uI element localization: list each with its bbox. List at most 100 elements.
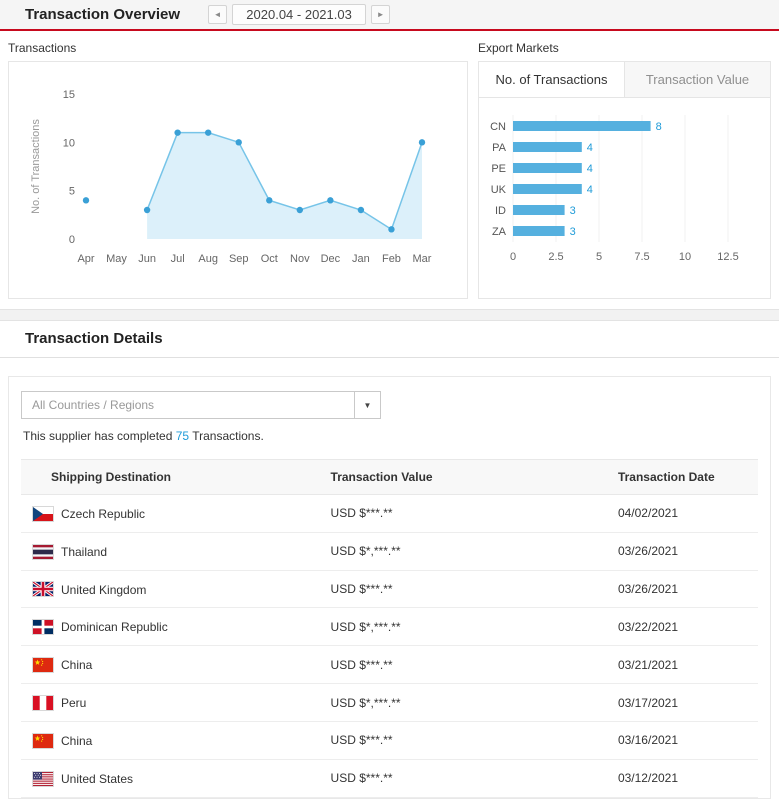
transaction-value: USD $***.**	[330, 570, 618, 609]
flag-gb-icon	[32, 581, 54, 598]
destination-country: China	[61, 733, 93, 748]
charts-section: Transactions 0 5 10 15 No. of Transactions Ap…	[0, 31, 779, 299]
transactions-panel: 0 5 10 15 No. of Transactions Apr May Jun Jul Aug…	[8, 61, 468, 299]
transactions-line-chart: 0 5 10 15 No. of Transactions Apr May Jun Jul Aug…	[30, 89, 432, 265]
destination-country: Dominican Republic	[61, 620, 168, 635]
svg-text:5: 5	[596, 251, 602, 263]
details-title: Transaction Details	[25, 330, 163, 347]
country-filter-value: All Countries / Regions	[32, 398, 155, 412]
flag-pe-icon	[33, 695, 53, 710]
svg-text:0: 0	[69, 234, 75, 246]
svg-text:4: 4	[587, 184, 593, 196]
table-row: China USD $***.** 03/21/2021	[21, 645, 758, 685]
svg-text:CN: CN	[490, 121, 506, 133]
svg-text:4: 4	[587, 142, 593, 154]
svg-text:ZA: ZA	[492, 226, 507, 238]
table-row: Dominican Republic USD $*,***.** 03/22/2…	[21, 607, 758, 647]
flag-cn-icon	[33, 658, 53, 673]
country-filter-dropdown[interactable]: All Countries / Regions ▼	[21, 391, 381, 419]
transactions-chart-label: Transactions	[8, 41, 77, 55]
export-markets-bar-chart: 0 2.5 5 7.5 10 12.5 CN 8 PA 4 PE 4 UK 4 ID 3 ZA 3	[490, 115, 739, 263]
export-markets-label: Export Markets	[478, 41, 559, 55]
transaction-value: USD $*,***.**	[330, 683, 618, 722]
transaction-date: 03/16/2021	[617, 721, 758, 760]
transaction-date: 03/17/2021	[617, 683, 758, 722]
svg-text:3: 3	[570, 205, 576, 217]
svg-text:15: 15	[63, 89, 75, 101]
svg-text:Jun: Jun	[138, 253, 156, 265]
transaction-date: 03/12/2021	[617, 759, 758, 798]
destination-country: United States	[61, 771, 134, 786]
flag-cz-icon	[33, 506, 53, 521]
details-header: Transaction Details	[0, 321, 779, 358]
svg-text:4: 4	[587, 163, 593, 175]
svg-text:UK: UK	[491, 184, 507, 196]
tab-no-of-transactions[interactable]: No. of Transactions	[479, 62, 624, 97]
column-transaction-value: Transaction Value	[330, 470, 433, 484]
transactions-summary: This supplier has completed 75 Transacti…	[23, 429, 756, 443]
svg-text:PA: PA	[492, 142, 507, 154]
destination-country: Czech Republic	[61, 506, 146, 521]
export-markets-panel: No. of Transactions Transaction Value 0 2…	[478, 61, 771, 299]
svg-text:Oct: Oct	[261, 253, 278, 265]
flag-cn-icon	[33, 733, 53, 748]
svg-text:3: 3	[570, 226, 576, 238]
transaction-date: 04/02/2021	[617, 494, 758, 533]
section-divider	[0, 309, 779, 321]
page-title: Transaction Overview	[25, 6, 181, 23]
svg-text:Nov: Nov	[290, 253, 310, 265]
svg-text:Sep: Sep	[229, 253, 249, 265]
svg-text:Dec: Dec	[321, 253, 341, 265]
transactions-table: Shipping Destination Transaction Value T…	[21, 459, 758, 798]
svg-text:Apr: Apr	[77, 253, 94, 265]
transaction-date: 03/22/2021	[617, 607, 758, 647]
svg-text:No. of Transactions: No. of Transactions	[30, 119, 42, 214]
table-row: United States USD $***.** 03/12/2021	[21, 759, 758, 798]
svg-text:PE: PE	[491, 163, 506, 175]
transaction-date: 03/21/2021	[617, 645, 758, 685]
destination-country: Peru	[61, 695, 87, 710]
tab-transaction-value[interactable]: Transaction Value	[624, 62, 770, 97]
transaction-date: 03/26/2021	[617, 570, 758, 609]
transaction-value: USD $***.**	[330, 645, 618, 685]
table-body: Czech Republic USD $***.** 04/02/2021 Th…	[21, 494, 758, 798]
svg-text:Jan: Jan	[352, 253, 370, 265]
svg-text:May: May	[106, 253, 127, 265]
summary-prefix: This supplier has completed	[23, 429, 176, 443]
date-range-navigator: ◄ 2020.04 - 2021.03 ►	[208, 4, 391, 25]
table-row: Czech Republic USD $***.** 04/02/2021	[21, 494, 758, 533]
transactions-count: 75	[175, 429, 190, 443]
svg-text:7.5: 7.5	[634, 251, 649, 263]
export-markets-tabs: No. of Transactions Transaction Value	[479, 62, 770, 98]
date-range-display[interactable]: 2020.04 - 2021.03	[232, 4, 367, 25]
svg-text:Aug: Aug	[198, 253, 218, 265]
chevron-right-icon: ►	[376, 10, 385, 19]
svg-text:10: 10	[679, 251, 691, 263]
destination-country: United Kingdom	[61, 582, 147, 597]
next-period-button[interactable]: ►	[371, 5, 391, 24]
transaction-value: USD $***.**	[330, 759, 618, 798]
svg-text:0: 0	[510, 251, 516, 263]
svg-text:5: 5	[69, 186, 75, 198]
svg-text:8: 8	[656, 121, 662, 133]
flag-do-icon	[33, 620, 53, 635]
transaction-value: USD $*,***.**	[330, 532, 618, 571]
svg-text:Feb: Feb	[382, 253, 401, 265]
flag-us-icon	[33, 771, 53, 786]
destination-country: China	[61, 658, 93, 673]
table-row: Thailand USD $*,***.** 03/26/2021	[21, 532, 758, 571]
column-transaction-date: Transaction Date	[617, 470, 715, 484]
prev-period-button[interactable]: ◄	[208, 5, 228, 24]
chevron-down-icon: ▼	[363, 400, 372, 410]
svg-text:12.5: 12.5	[717, 251, 738, 263]
transaction-value: USD $***.**	[330, 494, 618, 533]
svg-text:2.5: 2.5	[548, 251, 563, 263]
svg-text:Mar: Mar	[413, 253, 432, 265]
destination-country: Thailand	[61, 544, 108, 559]
table-row: United Kingdom USD $***.** 03/26/2021	[21, 570, 758, 609]
dropdown-caret-box[interactable]: ▼	[354, 392, 380, 418]
svg-text:10: 10	[63, 137, 75, 149]
summary-suffix: Transactions.	[189, 429, 264, 443]
transaction-value: USD $***.**	[330, 721, 618, 760]
column-shipping-destination: Shipping Destination	[51, 470, 171, 484]
